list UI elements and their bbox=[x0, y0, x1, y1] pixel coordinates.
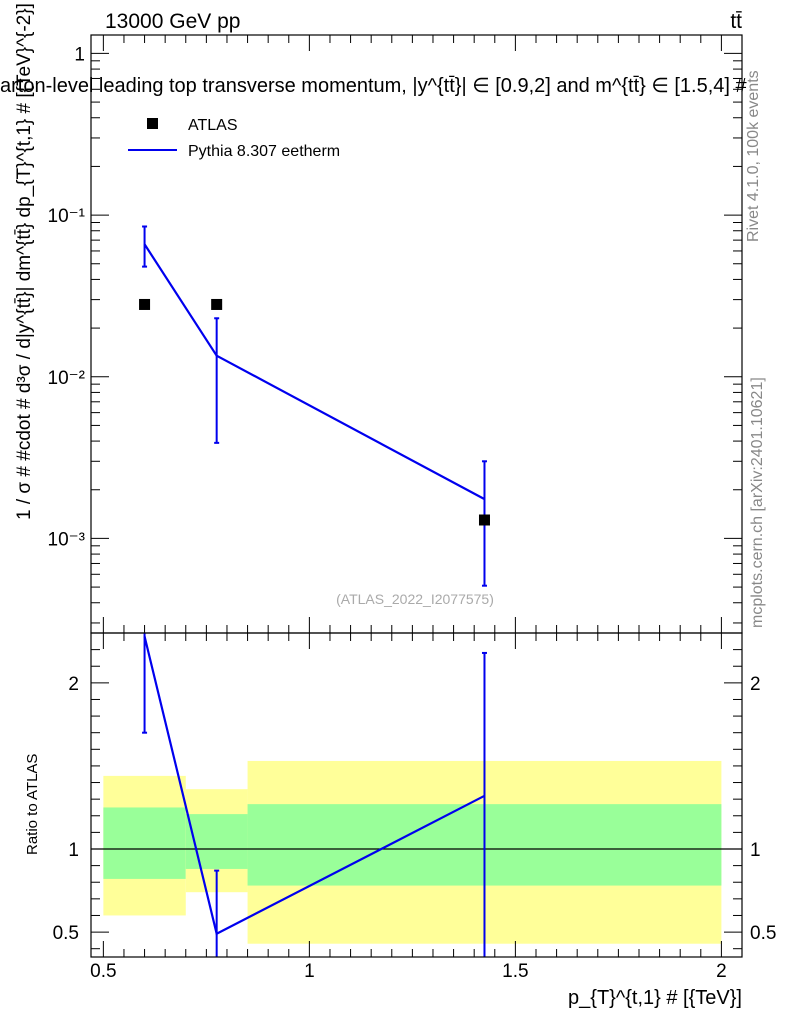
ratio-y-tick-label-right: 0.5 bbox=[750, 923, 776, 944]
ratio-y-tick-label: 0.5 bbox=[53, 923, 79, 944]
ratio-y-axis-label: Ratio to ATLAS bbox=[24, 754, 41, 855]
legend-marker-atlas bbox=[147, 118, 158, 129]
uncertainty-band-green bbox=[103, 807, 186, 879]
top-y-tick-label: 1 bbox=[74, 44, 85, 65]
ratio-y-tick-label: 2 bbox=[68, 674, 79, 695]
pythia-line bbox=[143, 243, 486, 501]
legend: ATLAS Pythia 8.307 eetherm bbox=[128, 117, 340, 160]
atlas-data-point bbox=[211, 298, 223, 310]
plot-title: arton-level leading top transverse momen… bbox=[0, 75, 747, 97]
legend-label-pythia: Pythia 8.307 eetherm bbox=[188, 143, 340, 160]
ratio-data-marks bbox=[142, 633, 487, 957]
atlas-data-point bbox=[139, 298, 151, 310]
ratio-y-tick-label-right: 1 bbox=[750, 840, 761, 861]
bottom-axis-ticks: 0.5 0.5 1 1 2 2 0.5 1 1.5 2 bbox=[53, 633, 776, 982]
atlas-data-point bbox=[478, 514, 490, 526]
ratio-bands bbox=[91, 760, 742, 944]
watermark-label: (ATLAS_2022_I2077575) bbox=[336, 591, 494, 607]
mcplots-reference-text: mcplots.cern.ch [arXiv:2401.10621] bbox=[749, 377, 766, 628]
uncertainty-band-green bbox=[185, 814, 248, 869]
x-tick-label: 0.5 bbox=[90, 961, 116, 982]
rivet-version-text: Rivet 4.1.0, 100k events bbox=[745, 70, 762, 242]
bottom-plot-frame bbox=[90, 632, 743, 958]
top-axis-ticks: 10⁻³ 10⁻² 10⁻¹ 1 bbox=[48, 35, 742, 633]
top-data-marks bbox=[139, 225, 490, 587]
top-y-axis-label: 1 / σ # #cdot # d³σ / d|y^{tt̄}| dm^{tt̄… bbox=[14, 3, 35, 520]
ratio-y-tick-label-right: 2 bbox=[750, 674, 761, 695]
ratio-panel: 0.5 0.5 1 1 2 2 0.5 1 1.5 2 Ratio to ATLAS p_{T}^… bbox=[24, 632, 776, 1009]
main-plot-panel: arton-level leading top transverse momen… bbox=[0, 3, 747, 634]
top-y-tick-label: 10⁻³ bbox=[48, 529, 86, 550]
x-tick-label: 1 bbox=[304, 961, 315, 982]
top-y-tick-label: 10⁻¹ bbox=[48, 206, 86, 227]
x-tick-label: 1.5 bbox=[502, 961, 528, 982]
ratio-y-tick-label: 1 bbox=[68, 840, 79, 861]
top-y-tick-label: 10⁻² bbox=[48, 368, 86, 389]
legend-label-atlas: ATLAS bbox=[188, 117, 238, 134]
header-energy: 13000 GeV pp bbox=[105, 10, 240, 33]
x-tick-label: 2 bbox=[716, 961, 727, 982]
header-process: tt̄ bbox=[730, 10, 742, 33]
x-axis-label: p_{T}^{t,1} # [{TeV}] bbox=[568, 987, 742, 1009]
